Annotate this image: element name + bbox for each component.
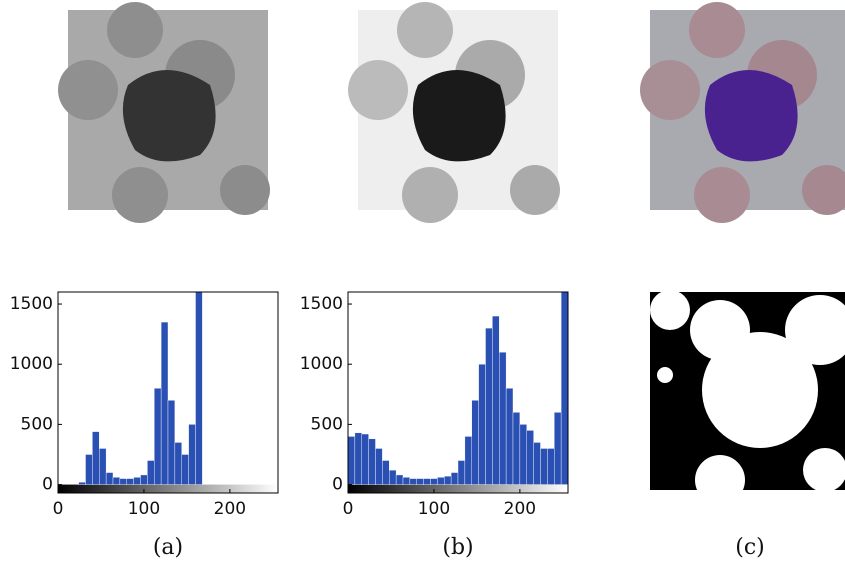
y-tick-label: 1500 bbox=[300, 294, 343, 314]
image-color bbox=[640, 2, 845, 223]
bar bbox=[181, 454, 189, 485]
bar bbox=[354, 432, 362, 485]
bar bbox=[402, 477, 411, 485]
bar bbox=[547, 448, 555, 485]
bar bbox=[430, 478, 438, 485]
bar bbox=[154, 388, 162, 485]
colorbar bbox=[58, 484, 278, 493]
bar bbox=[375, 448, 383, 485]
image-enhanced bbox=[348, 2, 560, 223]
x-tick-label: 100 bbox=[128, 499, 160, 519]
bar bbox=[140, 474, 148, 485]
y-tick-label: 0 bbox=[332, 475, 343, 495]
bar bbox=[478, 364, 486, 485]
y-tick-label: 1000 bbox=[300, 354, 343, 374]
bar bbox=[112, 477, 121, 485]
bar bbox=[416, 478, 424, 485]
y-tick-label: 500 bbox=[21, 414, 53, 434]
bar bbox=[560, 292, 568, 485]
bar bbox=[505, 388, 514, 485]
bar bbox=[492, 315, 500, 485]
y-tick-label: 1500 bbox=[10, 294, 53, 314]
bar bbox=[78, 481, 86, 485]
bar bbox=[105, 472, 114, 485]
bar bbox=[395, 474, 404, 485]
bar bbox=[348, 436, 356, 485]
bar bbox=[160, 321, 169, 485]
bar bbox=[85, 454, 93, 485]
bar bbox=[409, 478, 417, 485]
bar bbox=[382, 460, 390, 485]
bar bbox=[526, 430, 534, 485]
bar bbox=[471, 400, 479, 485]
x-tick-label: 200 bbox=[504, 499, 536, 519]
bar bbox=[188, 424, 196, 485]
bar bbox=[464, 436, 472, 485]
bar bbox=[126, 478, 134, 485]
y-tick-label: 0 bbox=[42, 475, 53, 495]
x-tick-label: 0 bbox=[343, 499, 354, 519]
bar bbox=[499, 351, 507, 485]
bar bbox=[554, 412, 562, 485]
x-tick-label: 200 bbox=[214, 499, 246, 519]
image-mask bbox=[650, 290, 845, 505]
bars bbox=[78, 292, 203, 485]
caption: (b) bbox=[442, 535, 473, 560]
y-tick-label: 1000 bbox=[10, 354, 53, 374]
bar bbox=[167, 400, 176, 485]
bar bbox=[485, 327, 493, 485]
y-tick-label: 500 bbox=[311, 414, 343, 434]
bar bbox=[437, 477, 445, 485]
caption: (a) bbox=[153, 535, 183, 560]
colorbar bbox=[348, 484, 568, 493]
bar bbox=[133, 477, 141, 485]
x-tick-label: 0 bbox=[53, 499, 64, 519]
x-tick-label: 100 bbox=[418, 499, 450, 519]
bar bbox=[361, 433, 369, 485]
bar bbox=[519, 424, 527, 485]
bar bbox=[92, 431, 100, 485]
bar bbox=[368, 438, 376, 485]
bar bbox=[174, 442, 182, 485]
bar bbox=[450, 472, 459, 485]
axes-box bbox=[57, 291, 279, 494]
bar bbox=[389, 469, 397, 485]
caption: (c) bbox=[735, 535, 765, 560]
bar bbox=[533, 442, 541, 485]
image-original bbox=[58, 2, 270, 223]
bar bbox=[444, 475, 452, 485]
bar bbox=[195, 292, 203, 485]
bar bbox=[540, 448, 548, 485]
bar bbox=[423, 478, 431, 485]
bar bbox=[147, 460, 155, 485]
bar bbox=[512, 412, 521, 485]
axes-box bbox=[347, 291, 569, 494]
bar bbox=[99, 448, 107, 485]
bar bbox=[457, 460, 466, 485]
bar bbox=[119, 478, 127, 485]
bars bbox=[348, 292, 568, 485]
